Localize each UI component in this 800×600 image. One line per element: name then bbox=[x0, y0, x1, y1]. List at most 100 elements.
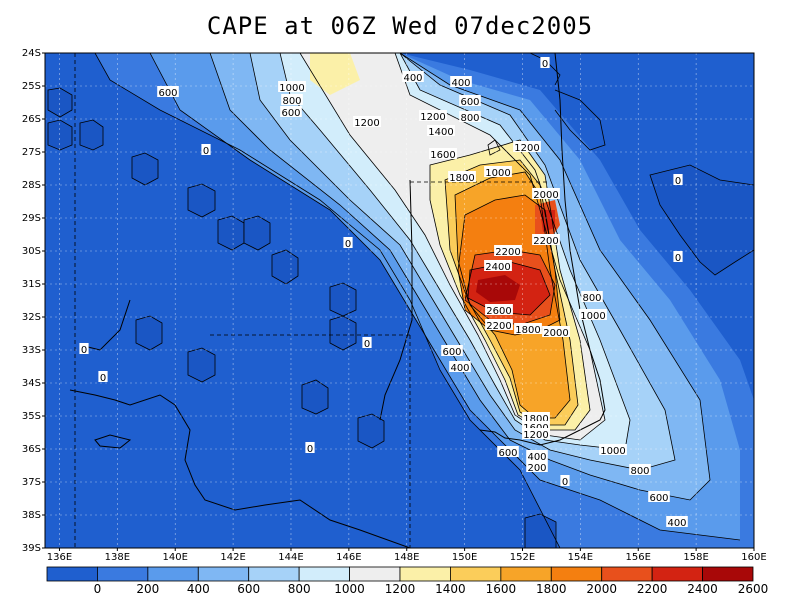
contour-label-text: 1200 bbox=[523, 430, 548, 441]
contour-label-bg bbox=[494, 245, 522, 256]
contour-label-text: 1600 bbox=[430, 150, 455, 161]
colorbar-swatch bbox=[298, 566, 350, 582]
contour-label-text: 2600 bbox=[486, 306, 511, 317]
contour-label: 800 bbox=[581, 291, 603, 304]
contour-label-bg bbox=[343, 237, 353, 248]
colorbar-label: 2200 bbox=[636, 582, 668, 596]
contour-label-bg bbox=[280, 106, 302, 117]
contour-label-bg bbox=[402, 71, 424, 82]
contour-label-text: 2000 bbox=[543, 328, 568, 339]
contour-label: 1800 bbox=[514, 323, 542, 336]
colorbar-swatch bbox=[500, 566, 552, 582]
contour-label: 600 bbox=[497, 446, 519, 459]
contour-label-bg bbox=[419, 110, 447, 121]
contour-label-bg bbox=[79, 343, 89, 354]
contour-label-bg bbox=[98, 371, 108, 382]
contour-label-bg bbox=[522, 412, 550, 423]
contour-label-bg bbox=[513, 141, 541, 152]
lat-label: 38S bbox=[22, 510, 41, 521]
contour-label-text: 600 bbox=[158, 88, 177, 99]
contour-label-bg bbox=[441, 345, 463, 356]
contour-label-text: 0 bbox=[542, 59, 548, 70]
lat-label: 32S bbox=[22, 312, 41, 323]
colorbar-swatch bbox=[46, 566, 98, 582]
contour-label-bg bbox=[579, 309, 607, 320]
colorbar bbox=[46, 566, 754, 582]
contour-label: 800 bbox=[629, 464, 651, 477]
contour-label-bg bbox=[514, 323, 542, 334]
lat-label: 33S bbox=[22, 345, 41, 356]
contour-label: 0 bbox=[79, 343, 89, 356]
colorbar-label: 600 bbox=[237, 582, 261, 596]
contour-label: 1600 bbox=[429, 148, 457, 161]
axis-ticks bbox=[42, 52, 755, 551]
contour-label-text: 0 bbox=[675, 253, 681, 264]
contour-label-bg bbox=[427, 125, 455, 136]
contour-label-bg bbox=[497, 446, 519, 457]
lat-label: 24S bbox=[22, 48, 41, 59]
contour-label: 2200 bbox=[494, 245, 522, 258]
contour-label: 0 bbox=[673, 251, 683, 264]
lon-label: 150E bbox=[452, 552, 477, 563]
lat-label: 30S bbox=[22, 246, 41, 257]
contour-label-bg bbox=[666, 516, 688, 527]
contour-label-text: 400 bbox=[450, 363, 469, 374]
contour-label-text: 200 bbox=[527, 463, 546, 474]
contour-label-bg bbox=[484, 166, 512, 177]
lon-label: 154E bbox=[568, 552, 593, 563]
contour-label-text: 0 bbox=[562, 477, 568, 488]
contour-label: 2400 bbox=[484, 260, 512, 273]
contour-label-bg bbox=[281, 94, 303, 105]
contour-label: 600 bbox=[648, 491, 670, 504]
colorbar-label: 200 bbox=[136, 582, 160, 596]
contour-label-text: 400 bbox=[527, 452, 546, 463]
contour-label-text: 0 bbox=[81, 345, 87, 356]
contour-label: 2200 bbox=[485, 319, 513, 332]
contour-label-bg bbox=[157, 86, 179, 97]
lon-label: 144E bbox=[278, 552, 303, 563]
colorbar-swatch bbox=[601, 566, 653, 582]
contour-label: 2200 bbox=[532, 234, 560, 247]
contour-label: 0 bbox=[673, 174, 683, 187]
contour-label: 1200 bbox=[522, 428, 550, 441]
contour-label-text: 2200 bbox=[486, 321, 511, 332]
contour-label-text: 600 bbox=[460, 97, 479, 108]
colorbar-swatch bbox=[399, 566, 451, 582]
contour-label: 1000 bbox=[579, 309, 607, 322]
contour-label-text: 0 bbox=[100, 373, 106, 384]
contour-label-text: 1400 bbox=[428, 127, 453, 138]
contour-label-text: 600 bbox=[281, 108, 300, 119]
contour-label-text: 1000 bbox=[600, 446, 625, 457]
colorbar-swatch bbox=[197, 566, 250, 582]
lon-label: 148E bbox=[394, 552, 419, 563]
contour-label-bg bbox=[540, 57, 550, 68]
contour-label-text: 400 bbox=[403, 73, 422, 84]
lat-label: 27S bbox=[22, 147, 41, 158]
lon-label: 136E bbox=[47, 552, 72, 563]
contour-label: 1200 bbox=[513, 141, 541, 154]
contour-label: 1800 bbox=[448, 171, 476, 184]
contour-label-bg bbox=[673, 174, 683, 185]
lon-label: 146E bbox=[336, 552, 361, 563]
contour-label: 1800 bbox=[522, 412, 550, 425]
colorbar-swatch bbox=[147, 566, 199, 582]
contour-label-text: 1200 bbox=[514, 143, 539, 154]
lat-label: 26S bbox=[22, 114, 41, 125]
contour-label-text: 1000 bbox=[279, 83, 304, 94]
contour-label: 0 bbox=[343, 237, 353, 250]
colorbar-label: 1800 bbox=[536, 582, 567, 596]
lon-label: 158E bbox=[683, 552, 708, 563]
lat-label: 28S bbox=[22, 180, 41, 191]
contour-label: 2000 bbox=[532, 188, 560, 201]
colorbar-swatch bbox=[97, 566, 149, 582]
contour-label-text: 600 bbox=[649, 493, 668, 504]
colorbar-label: 1200 bbox=[384, 582, 416, 596]
contour-label-text: 2200 bbox=[495, 247, 520, 258]
contour-label-text: 2400 bbox=[485, 262, 510, 273]
contour-label-bg bbox=[201, 144, 211, 155]
contour-label: 1200 bbox=[419, 110, 447, 123]
contour-label-bg bbox=[485, 319, 513, 330]
contour-label-bg bbox=[526, 461, 548, 472]
contour-label: 400 bbox=[449, 361, 471, 374]
contour-label-text: 400 bbox=[451, 78, 470, 89]
